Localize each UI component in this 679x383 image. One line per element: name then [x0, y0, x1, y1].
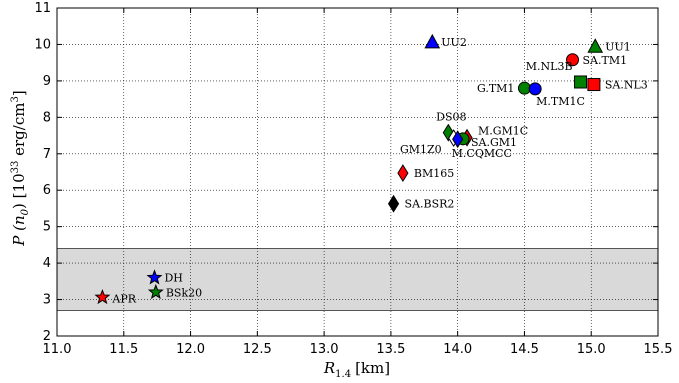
point-sa-nl3-square: [587, 78, 601, 92]
point-dh-star: [146, 269, 163, 285]
y-axis-label: P (n0) [1033 erg/cm3]: [10, 90, 31, 246]
y-tick-label: 9: [43, 74, 51, 89]
point-sa-bsr2-diamond: [387, 194, 400, 213]
y-axis-label-end: ]: [10, 90, 28, 96]
y-tick-label: 2: [43, 329, 51, 344]
point-label-sa-tm1: SA.TM1: [583, 54, 628, 67]
x-tick-label: 14.0: [443, 342, 472, 357]
point-label-ds08: DS08: [436, 111, 466, 124]
point-label-sa-bsr2: SA.BSR2: [405, 198, 455, 211]
x-axis-label: R1.4 [km]: [323, 359, 390, 380]
plot-frame: [56, 7, 659, 337]
point-label-uu1: UU1: [605, 40, 631, 53]
y-tick-label: 3: [43, 293, 51, 308]
point-label-dh: DH: [164, 272, 182, 285]
point-label-apr: APR: [111, 292, 136, 305]
x-tick-label: 12.5: [243, 342, 272, 357]
x-tick-label: 13.0: [310, 342, 339, 357]
point-label-sa-nl3: SA.NL3: [605, 79, 648, 92]
y-tick-label: 6: [43, 183, 51, 198]
point-label-m-nl3b: M.NL3B: [526, 60, 573, 73]
point-g-tm1-circle: [517, 81, 531, 95]
point-label-m-cqmcc: M.CQMCC: [452, 147, 512, 160]
y-axis-label-mid: ) [10: [10, 173, 28, 209]
point-m-cqmcc-diamond: [452, 130, 464, 149]
point-apr-star: [94, 288, 111, 305]
y-axis-label-unit: erg/cm: [10, 103, 28, 161]
point-m-nl3b-square: [574, 75, 588, 89]
x-axis-label-sub: 1.4: [335, 369, 351, 380]
y-tick-label: 7: [43, 147, 51, 162]
point-label-m-gm1c: M.GM1C: [478, 125, 528, 138]
x-tick-label: 13.5: [376, 342, 405, 357]
point-label-gm1z0: GM1Z0: [400, 143, 442, 156]
x-tick-label: 11.0: [43, 342, 72, 357]
point-bsk20-star: [147, 283, 164, 300]
x-axis-label-var: R: [323, 359, 335, 377]
point-label-m-tm1c: M.TM1C: [536, 95, 585, 108]
x-tick-label: 15.0: [577, 342, 606, 357]
point-uu2-triangle: [424, 33, 441, 49]
y-axis-label-sub: 0: [20, 208, 31, 215]
point-uu1-triangle: [587, 38, 604, 53]
y-tick-label: 5: [43, 220, 51, 235]
x-tick-label: 15.5: [644, 342, 673, 357]
y-tick-label: 8: [43, 110, 51, 125]
y-tick-label: 11: [34, 1, 51, 16]
ticks-layer: 11.0 11.5 12.0 12.5 13.0 13.5 14.0 14.5 15.0 15.5…: [34, 1, 672, 357]
point-label-g-tm1: G.TM1: [477, 82, 515, 95]
point-label-sa-gm1: SA.GM1: [471, 136, 517, 149]
y-tick-label: 10: [34, 37, 51, 52]
y-tick-label: 4: [43, 256, 51, 271]
x-tick-label: 11.5: [109, 342, 138, 357]
y-axis-label-var: P (n: [10, 215, 28, 246]
y-axis-label-sup: 33: [10, 161, 21, 174]
point-label-bsk20: BSk20: [166, 286, 202, 299]
point-label-bm165: BM165: [414, 167, 454, 180]
point-label-uu2: UU2: [441, 36, 467, 49]
y-axis-label-sup2: 3: [10, 96, 21, 102]
point-sa-tm1-circle: [566, 53, 580, 67]
x-axis-label-unit: [km]: [355, 359, 390, 377]
band-layer: [57, 248, 658, 311]
x-tick-label: 14.5: [510, 342, 539, 357]
constraint-band: [57, 248, 658, 311]
x-tick-label: 12.0: [176, 342, 205, 357]
point-m-tm1c-circle: [528, 82, 542, 96]
point-bm165-diamond: [397, 164, 409, 183]
